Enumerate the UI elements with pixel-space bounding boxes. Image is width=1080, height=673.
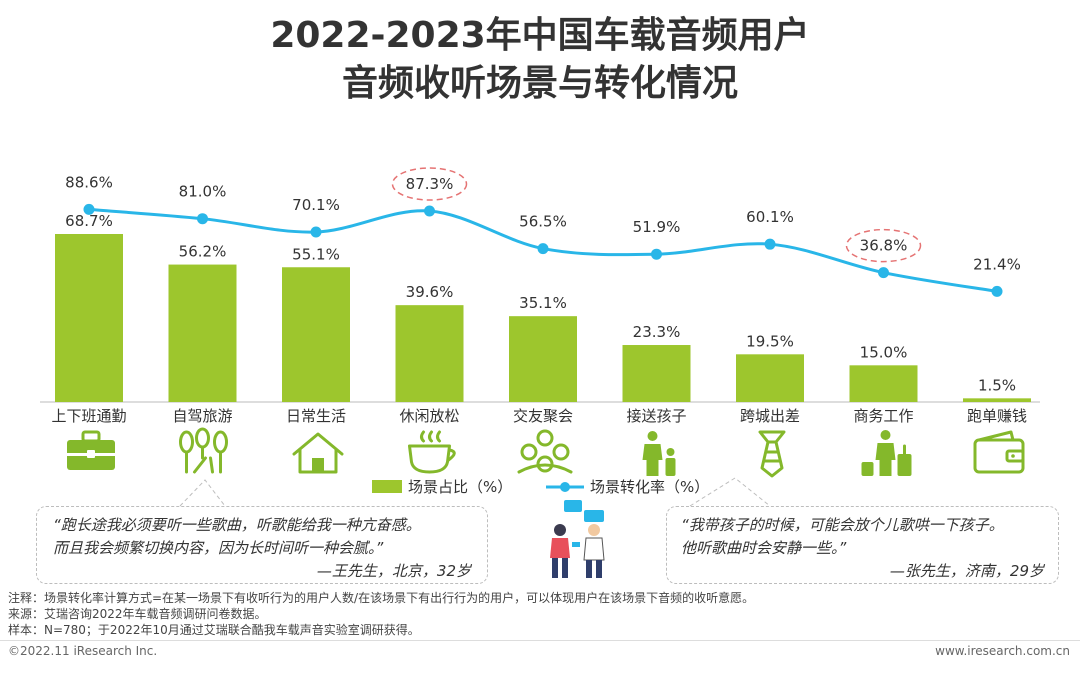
category-label-3: 日常生活: [286, 407, 346, 425]
bar-label-7: 19.5%: [746, 332, 794, 350]
bar-label-6: 23.3%: [633, 323, 681, 341]
title-line-2: 音频收听场景与转化情况: [341, 63, 738, 104]
wallet-icon: [973, 430, 1025, 474]
bar-label-1: 68.7%: [65, 212, 113, 230]
category-label-5: 交友聚会: [513, 407, 573, 425]
coffee-cup-icon: [408, 430, 456, 474]
line-point-8: [878, 267, 889, 279]
category-label-8: 商务工作: [853, 407, 913, 425]
quote-left-signature: —王先生，北京，32岁: [316, 562, 471, 580]
category-label-6: 接送孩子: [626, 407, 686, 425]
footer-divider: [0, 640, 1080, 641]
line-point-3: [310, 226, 322, 238]
quote-left-pointer: [179, 479, 226, 507]
highlight-ellipse-2: [845, 228, 922, 263]
bar-label-5: 35.1%: [519, 294, 567, 312]
line-point-2: [197, 213, 208, 225]
quote-box-right: “我带孩子的时候，可能会放个儿歌哄一下孩子。 他听歌曲时会安静一些。” —张先生…: [666, 506, 1059, 584]
bar-label-4: 39.6%: [406, 283, 454, 301]
quote-right-pointer: [689, 477, 771, 507]
quote-left-line-2: 而且我会频繁切换内容，因为长时间听一种会腻。”: [53, 539, 384, 557]
bar-8: [849, 365, 918, 402]
bar-9: [963, 398, 1031, 402]
line-point-4: [424, 205, 435, 217]
bar-label-9: 1.5%: [978, 376, 1016, 394]
line-label-2: 81.0%: [179, 183, 227, 201]
bar-6: [622, 345, 691, 402]
bar-2: [168, 264, 237, 402]
house-icon: [292, 432, 344, 474]
line-label-7: 60.1%: [746, 208, 794, 226]
bar-3: [282, 267, 350, 402]
line-label-8: 36.8%: [860, 237, 908, 255]
bar-1: [55, 234, 123, 402]
quote-box-left: “跑长途我必须要听一些歌曲，听歌能给我一种亢奋感。 而且我会频繁切换内容，因为长…: [36, 506, 488, 584]
line-point-5: [537, 243, 549, 255]
line-point-9: [991, 285, 1003, 297]
briefcase-icon: [67, 430, 115, 470]
tie-icon: [758, 430, 786, 478]
website-url: www.iresearch.com.cn: [935, 644, 1070, 658]
category-label-7: 跨城出差: [740, 407, 800, 425]
bar-4: [395, 305, 464, 402]
bar-label-3: 55.1%: [292, 245, 340, 263]
bar-7: [736, 354, 804, 402]
line-point-6: [651, 248, 662, 260]
quote-right-line-2: 他听歌曲时会安静一些。”: [681, 539, 847, 557]
line-label-4: 87.3%: [406, 175, 454, 193]
line-label-5: 56.5%: [519, 213, 567, 231]
line-point-7: [764, 238, 776, 250]
line-label-6: 51.9%: [633, 218, 681, 236]
bar-5: [509, 316, 577, 402]
highlight-ellipse-1: [391, 167, 468, 201]
line-label-1: 88.6%: [65, 173, 113, 191]
bar-label-2: 56.2%: [179, 243, 227, 261]
quote-right-signature: —张先生，济南，29岁: [889, 562, 1044, 580]
line-label-9: 21.4%: [973, 255, 1021, 273]
conversation-illustration-icon: [550, 500, 605, 578]
legend-bar-swatch: [372, 480, 402, 493]
quote-right-line-1: “我带孩子的时候，可能会放个儿歌哄一下孩子。: [681, 516, 1004, 534]
title-line-1: 2022-2023年中国车载音频用户: [270, 15, 810, 56]
category-label-2: 自驾旅游: [172, 407, 232, 425]
legend-line-label: 场景转化率（%）: [590, 478, 709, 496]
category-label-1: 上下班通勤: [51, 407, 126, 425]
trees-road-icon: [179, 427, 228, 474]
category-label-9: 跑单赚钱: [967, 407, 1027, 425]
line-label-3: 70.1%: [292, 196, 340, 214]
line-point-1: [83, 203, 95, 215]
business-traveler-icon: [861, 430, 912, 476]
note-sample: 样本：N=780；于2022年10月通过艾瑞联合酷我车载声音实验室调研获得。: [8, 623, 420, 637]
note-source: 来源：艾瑞咨询2022年车载音频调研问卷数据。: [8, 607, 267, 621]
legend-line-marker: [560, 482, 570, 492]
quote-left-line-1: “跑长途我必须要听一些歌曲，听歌能给我一种亢奋感。: [53, 516, 421, 534]
note-formula: 注释：场景转化率计算方式=在某一场景下有收听行为的用户人数/在该场景下有出行行为…: [8, 591, 755, 605]
bar-label-8: 15.0%: [860, 343, 908, 361]
notes-block: 注释：场景转化率计算方式=在某一场景下有收听行为的用户人数/在该场景下有出行行为…: [8, 590, 754, 638]
category-label-4: 休闲放松: [399, 407, 459, 425]
people-group-icon: [517, 429, 573, 474]
parent-child-icon: [642, 431, 676, 476]
legend-bar-label: 场景占比（%）: [408, 478, 512, 496]
copyright: ©2022.11 iResearch Inc.: [8, 644, 158, 658]
